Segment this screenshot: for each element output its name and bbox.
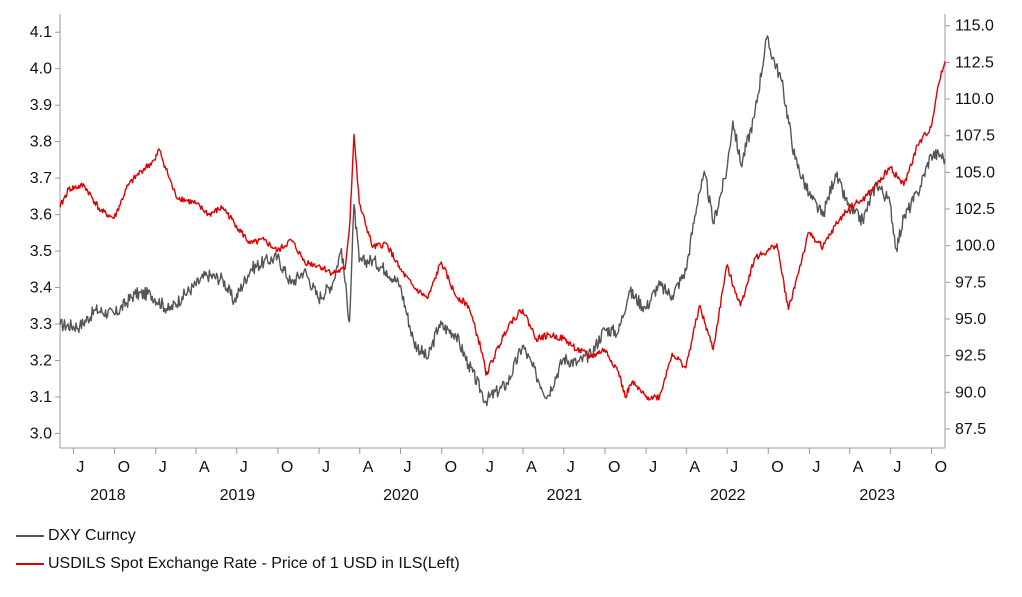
x-tick-label: J [76, 459, 84, 476]
right-tick-label: 105.0 [955, 164, 995, 181]
left-tick-label: 4.1 [30, 24, 52, 41]
right-tick-label: 107.5 [955, 128, 995, 145]
left-tick-label: 3.5 [30, 243, 52, 260]
left-tick-label: 3.4 [30, 280, 52, 297]
x-tick-label: A [853, 459, 864, 476]
series-line-dxy [59, 35, 946, 407]
legend-label-dxy: DXY Curncy [48, 527, 136, 544]
x-tick-label: J [159, 459, 167, 476]
x-tick-label: O [935, 459, 947, 476]
right-tick-label: 90.0 [955, 384, 986, 401]
right-tick-label: 97.5 [955, 274, 986, 291]
chart-svg: 3.0 3.1 3.2 3.3 3.4 3.5 3.6 3.7 3.8 3.9 4.0 4.1 87.5… [30, 14, 995, 504]
series-line-usdils [59, 61, 946, 401]
legend-swatch-dxy [16, 535, 44, 537]
right-tick-label: 112.5 [955, 54, 994, 71]
x-tick-label: O [445, 459, 457, 476]
x-tick-label: O [771, 459, 783, 476]
legend-item-usdils: USDILS Spot Exchange Rate - Price of 1 U… [16, 550, 460, 578]
x-year-label: 2022 [710, 487, 746, 504]
x-tick-label: J [649, 459, 657, 476]
x-tick-label: O [281, 459, 293, 476]
x-tick-label: A [526, 459, 537, 476]
left-tick-label: 3.3 [30, 316, 52, 333]
x-tick-label: J [486, 459, 494, 476]
legend-label-usdils: USDILS Spot Exchange Rate - Price of 1 U… [48, 555, 460, 572]
x-tick-label: J [893, 459, 901, 476]
x-year-label: 2021 [547, 487, 583, 504]
x-year-label: 2018 [90, 487, 126, 504]
left-tick-label: 3.1 [30, 389, 52, 406]
x-tick-label: A [199, 459, 210, 476]
x-year-label: 2019 [220, 487, 256, 504]
x-tick-label: O [118, 459, 130, 476]
right-tick-label: 102.5 [955, 201, 995, 218]
x-tick-label: J [322, 459, 330, 476]
right-tick-label: 92.5 [955, 348, 986, 365]
right-tick-label: 110.0 [955, 91, 994, 108]
x-year-label: 2020 [383, 487, 419, 504]
x-tick-label: J [403, 459, 411, 476]
x-tick-label: J [567, 459, 575, 476]
left-tick-label: 3.7 [30, 170, 52, 187]
left-tick-label: 3.9 [30, 97, 52, 114]
right-tick-label: 95.0 [955, 311, 986, 328]
x-tick-label: O [608, 459, 620, 476]
right-tick-label: 115.0 [955, 18, 994, 35]
x-tick-label: J [730, 459, 738, 476]
x-tick-label: A [363, 459, 374, 476]
x-tick-label: J [240, 459, 248, 476]
left-tick-label: 3.2 [30, 352, 52, 369]
legend-swatch-usdils [16, 563, 44, 565]
legend-item-dxy: DXY Curncy [16, 522, 460, 550]
left-tick-label: 3.8 [30, 134, 52, 151]
x-year-label: 2023 [859, 487, 895, 504]
left-tick-label: 4.0 [30, 61, 52, 78]
left-tick-label: 3.6 [30, 207, 52, 224]
left-tick-label: 3.0 [30, 425, 52, 442]
right-tick-label: 100.0 [955, 238, 995, 255]
x-tick-label: J [812, 459, 820, 476]
right-tick-label: 87.5 [955, 421, 986, 438]
x-tick-label: A [689, 459, 700, 476]
legend: DXY Curncy USDILS Spot Exchange Rate - P… [16, 522, 460, 578]
chart-area: 3.0 3.1 3.2 3.3 3.4 3.5 3.6 3.7 3.8 3.9 4.0 4.1 87.5… [30, 14, 995, 504]
